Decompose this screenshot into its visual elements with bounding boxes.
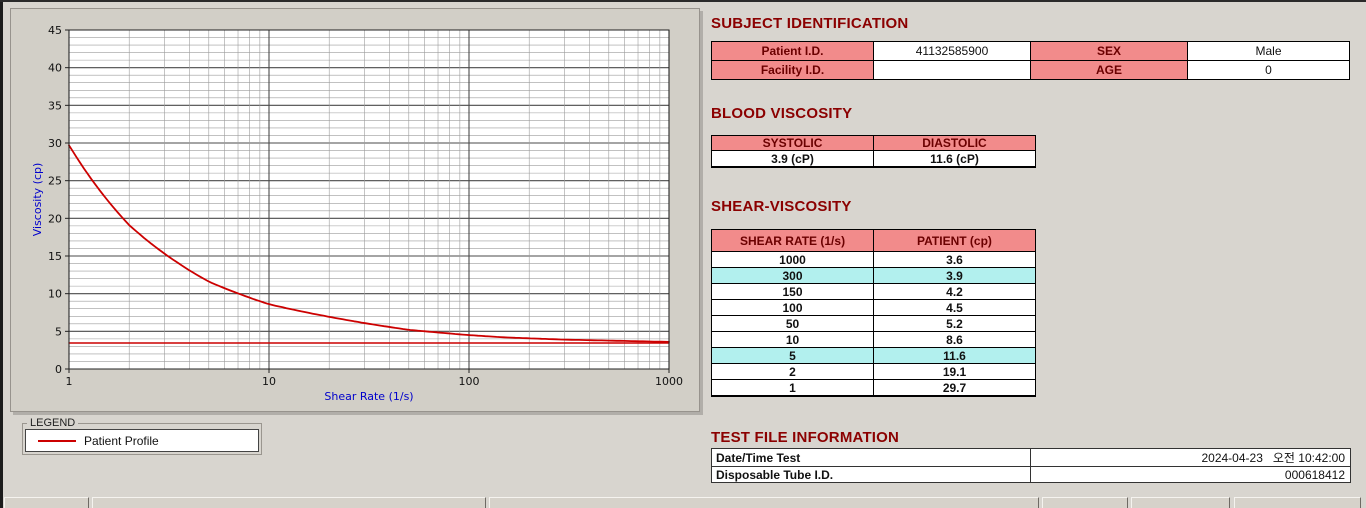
shear-viscosity-table: SHEAR RATE (1/s) PATIENT (cp) 1000 3.6 3…: [711, 229, 1036, 397]
shear-rate-cell: 50: [711, 315, 874, 332]
test-file-information-heading: TEST FILE INFORMATION: [711, 429, 900, 446]
viscosity-chart-panel: 0 5 10 15 20 25 30 35 40 45 1 10 100 1000 Shear Rate (…: [10, 8, 700, 412]
legend-line-sample-icon: [38, 439, 76, 442]
shear-rate-cell: 1: [711, 379, 874, 397]
viscosity-chart: 0 5 10 15 20 25 30 35 40 45 1 10 100 1000 Shear Rate (…: [31, 24, 683, 403]
diastolic-value: 11.6 (cP): [873, 150, 1036, 168]
test-file-information-table: Date/Time Test 2024-04-23 오전 10:42:00 Di…: [711, 448, 1351, 483]
shear-rate-cell: 300: [711, 267, 874, 284]
table-row: 3.9 (cP) 11.6 (cP): [711, 150, 1036, 168]
shear-rate-cell: 150: [711, 283, 874, 300]
bottom-bar-segment[interactable]: [1042, 497, 1128, 508]
shear-rate-header: SHEAR RATE (1/s): [711, 229, 874, 252]
svg-text:1000: 1000: [655, 375, 683, 388]
chart-legend-group: LEGEND Patient Profile: [22, 417, 262, 455]
window-border-left: [0, 0, 3, 508]
shear-rate-cell: 2: [711, 363, 874, 380]
systolic-value: 3.9 (cP): [711, 150, 874, 168]
window-border-top: [0, 0, 1366, 2]
patient-cp-cell: 19.1: [873, 363, 1036, 380]
table-row: Patient I.D. 41132585900 SEX Male: [711, 41, 1350, 61]
facility-id-value: [873, 60, 1031, 80]
svg-text:45: 45: [48, 24, 62, 37]
age-value: 0: [1187, 60, 1350, 80]
svg-text:15: 15: [48, 250, 62, 263]
svg-text:25: 25: [48, 175, 62, 188]
subject-identification-heading: SUBJECT IDENTIFICATION: [711, 15, 909, 32]
table-row: 10 8.6: [711, 331, 1036, 348]
svg-text:100: 100: [459, 375, 480, 388]
diastolic-header: DIASTOLIC: [873, 135, 1036, 151]
legend-series-label: Patient Profile: [84, 433, 159, 448]
patient-cp-cell: 8.6: [873, 331, 1036, 348]
patient-id-value: 41132585900: [873, 41, 1031, 61]
shear-rate-cell: 10: [711, 331, 874, 348]
sex-value: Male: [1187, 41, 1350, 61]
table-row: 1000 3.6: [711, 251, 1036, 268]
shear-rate-cell: 5: [711, 347, 874, 364]
svg-text:10: 10: [48, 288, 62, 301]
table-row: 300 3.9: [711, 267, 1036, 284]
table-row: Facility I.D. AGE 0: [711, 60, 1350, 80]
sex-label: SEX: [1030, 41, 1188, 61]
shear-viscosity-heading: SHEAR-VISCOSITY: [711, 198, 852, 215]
age-label: AGE: [1030, 60, 1188, 80]
bottom-bar-segment[interactable]: [1234, 497, 1361, 508]
blood-viscosity-heading: BLOOD VISCOSITY: [711, 105, 853, 122]
table-row: Date/Time Test 2024-04-23 오전 10:42:00: [711, 448, 1351, 467]
bottom-bar-segment[interactable]: [489, 497, 1039, 508]
table-row: Disposable Tube I.D. 000618412: [711, 466, 1351, 483]
facility-id-label: Facility I.D.: [711, 60, 874, 80]
patient-cp-cell: 4.5: [873, 299, 1036, 316]
shear-rate-cell: 1000: [711, 251, 874, 268]
date-time-test-value: 2024-04-23 오전 10:42:00: [1030, 448, 1351, 467]
patient-cp-cell: 4.2: [873, 283, 1036, 300]
svg-text:5: 5: [55, 325, 62, 338]
patient-id-label: Patient I.D.: [711, 41, 874, 61]
disposable-tube-id-value: 000618412: [1030, 466, 1351, 483]
bottom-bar-segment[interactable]: [92, 497, 486, 508]
patient-cp-header: PATIENT (cp): [873, 229, 1036, 252]
table-row: SYSTOLIC DIASTOLIC: [711, 135, 1036, 151]
table-row: 150 4.2: [711, 283, 1036, 300]
shear-rate-cell: 100: [711, 299, 874, 316]
table-header-row: SHEAR RATE (1/s) PATIENT (cp): [711, 229, 1036, 252]
patient-cp-cell: 3.6: [873, 251, 1036, 268]
blood-viscosity-table: SYSTOLIC DIASTOLIC 3.9 (cP) 11.6 (cP): [711, 135, 1036, 168]
patient-cp-cell: 3.9: [873, 267, 1036, 284]
patient-cp-cell: 5.2: [873, 315, 1036, 332]
table-row: 50 5.2: [711, 315, 1036, 332]
date-time-test-label: Date/Time Test: [711, 448, 1031, 467]
table-row: 2 19.1: [711, 363, 1036, 380]
svg-text:Shear Rate (1/s): Shear Rate (1/s): [324, 390, 413, 403]
systolic-header: SYSTOLIC: [711, 135, 874, 151]
svg-text:1: 1: [66, 375, 73, 388]
patient-cp-cell: 11.6: [873, 347, 1036, 364]
svg-text:40: 40: [48, 62, 62, 75]
svg-text:20: 20: [48, 212, 62, 225]
legend-item: Patient Profile: [25, 429, 259, 452]
disposable-tube-id-label: Disposable Tube I.D.: [711, 466, 1031, 483]
svg-text:0: 0: [55, 363, 62, 376]
legend-title: LEGEND: [30, 417, 76, 429]
bottom-bar-segment[interactable]: [1131, 497, 1230, 508]
svg-text:35: 35: [48, 99, 62, 112]
table-row: 100 4.5: [711, 299, 1036, 316]
patient-cp-cell: 29.7: [873, 379, 1036, 397]
table-row: 5 11.6: [711, 347, 1036, 364]
table-row: 1 29.7: [711, 379, 1036, 397]
svg-text:30: 30: [48, 137, 62, 150]
svg-text:Viscosity (cp): Viscosity (cp): [31, 163, 44, 237]
bottom-bar-segment[interactable]: [4, 497, 89, 508]
subject-identification-table: Patient I.D. 41132585900 SEX Male Facili…: [711, 41, 1350, 80]
svg-text:10: 10: [262, 375, 276, 388]
